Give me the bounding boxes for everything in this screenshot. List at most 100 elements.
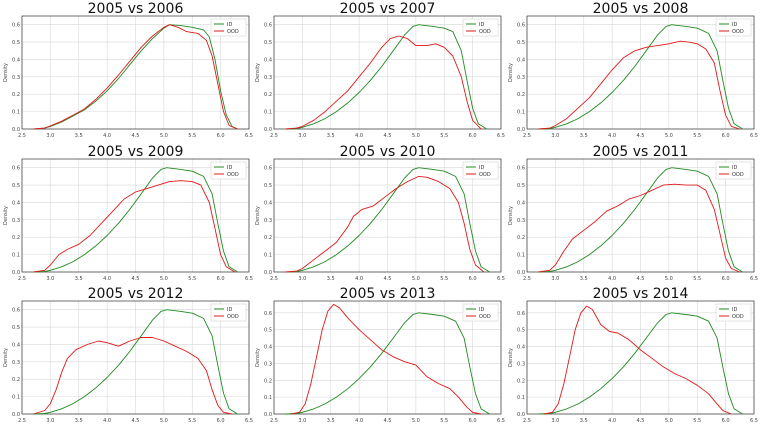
subplot-title: 2005 vs 2006 (88, 1, 184, 17)
x-tick-label: 5.0 (412, 133, 420, 139)
subplot-4: 2005 vs 2009 2.5 3.0 3.5 4.0 4.5 5.0 5.5 6.0 6.5 0… (3, 144, 253, 282)
x-tick-label: 2.5 (523, 418, 531, 424)
x-tick-label: 6.5 (245, 276, 253, 282)
y-tick-label: 0.2 (517, 378, 525, 384)
x-tick-label: 6.5 (245, 133, 253, 139)
legend-box (462, 18, 499, 37)
y-axis-label: Density (508, 348, 514, 367)
x-tick-label: 5.5 (440, 418, 448, 424)
series-line-ood (33, 24, 238, 130)
y-tick-label: 0.5 (12, 325, 20, 331)
y-axis-label: Density (508, 63, 514, 82)
legend-label: OOD (732, 172, 744, 178)
y-tick-label: 0.3 (517, 75, 525, 81)
series-line-ood (285, 35, 482, 130)
y-tick-label: 0.1 (264, 253, 272, 259)
x-tick-label: 5.0 (412, 276, 420, 282)
y-tick-label: 0.3 (264, 75, 272, 81)
x-tick-label: 6.0 (722, 418, 730, 424)
subplot-title: 2005 vs 2010 (340, 144, 436, 160)
y-tick-label: 0.3 (264, 218, 272, 224)
x-tick-label: 3.0 (298, 276, 306, 282)
x-tick-label: 5.0 (665, 276, 673, 282)
plot-frame (526, 300, 755, 415)
y-tick-label: 0.3 (264, 361, 272, 367)
x-tick-label: 2.5 (523, 133, 531, 139)
y-tick-label: 0.6 (264, 311, 272, 317)
x-tick-label: 6.0 (469, 276, 477, 282)
y-tick-label: 0.1 (517, 253, 525, 259)
legend-label: OOD (732, 314, 744, 320)
y-tick-label: 0.2 (264, 235, 272, 241)
legend-label: ID (732, 307, 737, 313)
y-tick-label: 0.4 (517, 345, 525, 351)
y-tick-label: 0.6 (517, 311, 525, 317)
x-tick-label: 3.0 (298, 418, 306, 424)
plot-frame (273, 158, 502, 273)
legend-label: ID (479, 22, 484, 28)
y-axis-label: Density (255, 348, 261, 367)
subplot-title: 2005 vs 2013 (340, 286, 436, 302)
x-tick-label: 3.0 (551, 276, 559, 282)
series-line-ood (33, 180, 236, 273)
legend-box (715, 161, 752, 180)
x-tick-label: 5.5 (188, 276, 196, 282)
y-tick-label: 0.2 (12, 235, 20, 241)
legend-label: ID (732, 22, 737, 28)
y-tick-label: 0.6 (12, 23, 20, 29)
y-tick-label: 0.4 (12, 200, 20, 206)
x-tick-label: 3.5 (327, 418, 335, 424)
x-tick-label: 3.5 (75, 418, 83, 424)
legend-label: ID (227, 165, 232, 171)
legend-box (210, 18, 247, 37)
x-tick-label: 4.5 (384, 133, 392, 139)
y-tick-label: 0.1 (12, 253, 20, 259)
y-tick-label: 0.3 (12, 360, 20, 366)
subplot-8: 2005 vs 2013 2.5 3.0 3.5 4.0 4.5 5.0 5.5 6.0 6.5 0… (255, 286, 505, 424)
plot-frame (273, 15, 502, 130)
subplot-1: 2005 vs 2006 2.5 3.0 3.5 4.0 4.5 5.0 5.5 6.0 6.5 0… (3, 1, 253, 139)
x-tick-label: 3.5 (580, 418, 588, 424)
y-tick-label: 0.5 (517, 40, 525, 46)
y-axis-label: Density (255, 63, 261, 82)
y-axis-label: Density (3, 348, 9, 367)
series-line-id (538, 24, 743, 130)
x-tick-label: 2.5 (18, 418, 26, 424)
x-tick-label: 4.0 (608, 133, 616, 139)
y-tick-label: 0.3 (517, 361, 525, 367)
y-tick-label: 0.3 (12, 75, 20, 81)
x-tick-label: 3.5 (580, 276, 588, 282)
y-tick-label: 0.4 (517, 57, 525, 63)
x-tick-label: 4.0 (355, 133, 363, 139)
y-tick-label: 0.3 (517, 218, 525, 224)
y-tick-label: 0.6 (517, 166, 525, 172)
legend-label: ID (479, 165, 484, 171)
y-tick-label: 0.1 (12, 110, 20, 116)
subplot-9: 2005 vs 2014 2.5 3.0 3.5 4.0 4.5 5.0 5.5 6.0 6.5 0… (508, 286, 758, 424)
y-tick-label: 0.2 (12, 377, 20, 383)
series-line-ood (290, 303, 482, 415)
x-tick-label: 4.0 (355, 276, 363, 282)
plot-frame (526, 158, 755, 273)
x-tick-label: 2.5 (18, 133, 26, 139)
y-tick-label: 0.5 (264, 40, 272, 46)
y-tick-label: 0.1 (264, 110, 272, 116)
legend-label: OOD (227, 29, 239, 35)
x-tick-label: 4.0 (608, 418, 616, 424)
x-tick-label: 6.5 (497, 133, 505, 139)
x-tick-label: 4.5 (637, 133, 645, 139)
x-tick-label: 5.5 (693, 133, 701, 139)
y-tick-label: 0.1 (12, 395, 20, 401)
gridlines (21, 159, 250, 273)
x-tick-label: 5.0 (665, 133, 673, 139)
subplot-5: 2005 vs 2010 2.5 3.0 3.5 4.0 4.5 5.0 5.5 6.0 6.5 0… (255, 144, 505, 282)
y-tick-label: 0.6 (12, 166, 20, 172)
x-tick-label: 6.5 (245, 418, 253, 424)
legend-label: OOD (227, 314, 239, 320)
x-tick-label: 4.5 (132, 276, 140, 282)
legend-label: OOD (732, 29, 744, 35)
legend-label: OOD (227, 172, 239, 178)
